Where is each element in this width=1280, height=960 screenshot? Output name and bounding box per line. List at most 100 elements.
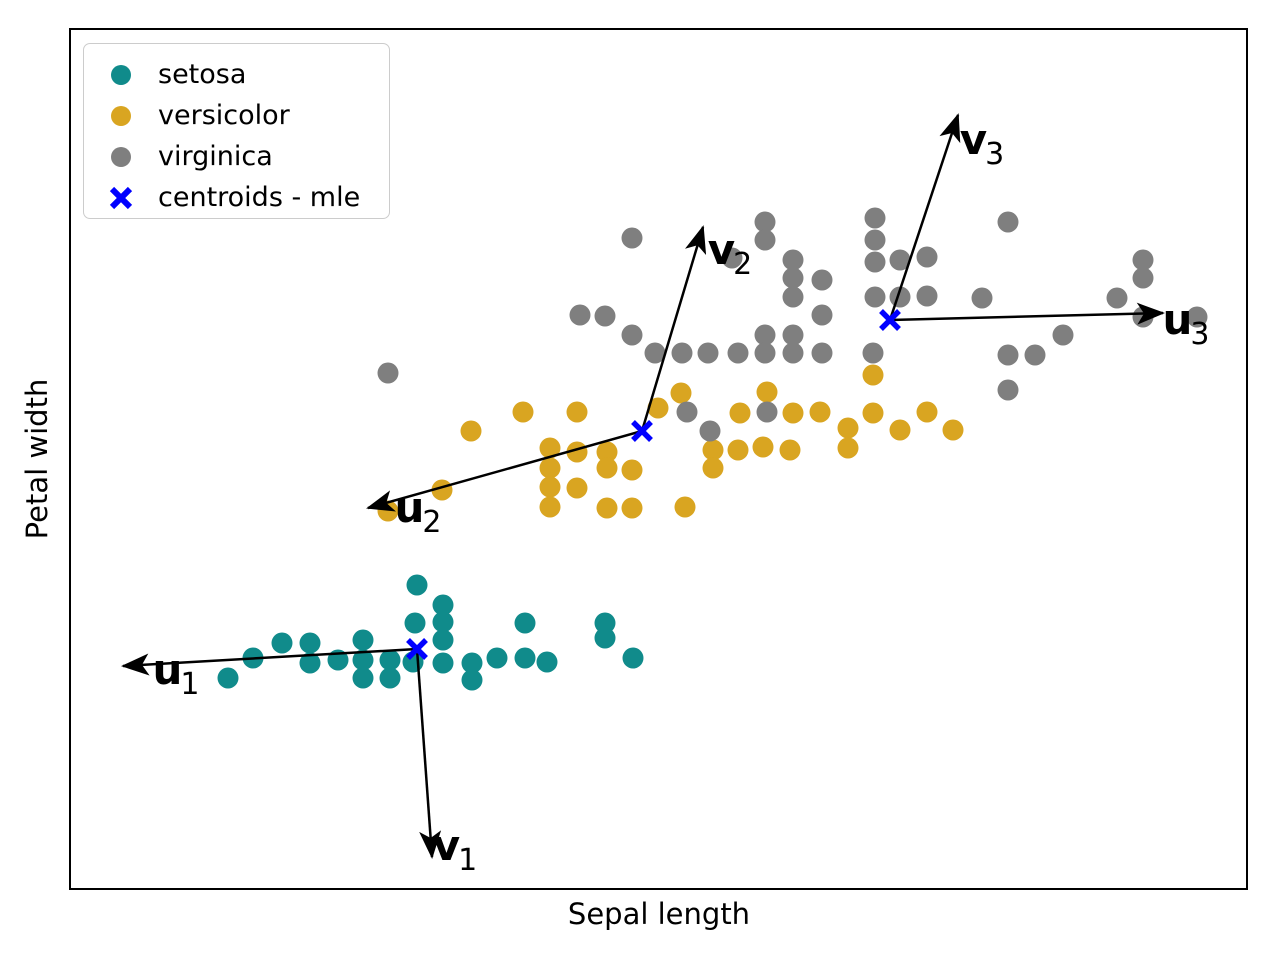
setosa-point xyxy=(594,627,616,649)
versicolor-point xyxy=(670,382,692,404)
setosa-point xyxy=(379,667,401,689)
versicolor-point xyxy=(539,437,561,459)
y-axis-label: Petal width xyxy=(20,378,54,540)
virginica-point xyxy=(727,342,749,364)
virginica-point xyxy=(1132,267,1154,289)
setosa-point xyxy=(461,669,483,691)
legend-x-icon xyxy=(84,183,158,213)
virginica-point xyxy=(782,249,804,271)
versicolor-point xyxy=(621,459,643,481)
virginica-point xyxy=(782,286,804,308)
virginica-point xyxy=(811,269,833,291)
vector-arrow-v2 xyxy=(640,225,707,432)
versicolor-point xyxy=(512,401,534,423)
setosa-point xyxy=(352,667,374,689)
virginica-point xyxy=(997,211,1019,233)
virginica-point xyxy=(754,342,776,364)
setosa-point xyxy=(514,647,536,669)
versicolor-point xyxy=(566,477,588,499)
setosa-point xyxy=(514,612,536,634)
virginica-point xyxy=(997,379,1019,401)
versicolor-point xyxy=(727,439,749,461)
versicolor-point xyxy=(729,402,751,424)
virginica-point xyxy=(676,401,698,423)
virginica-point xyxy=(754,324,776,346)
versicolor-point xyxy=(702,439,724,461)
legend-label: centroids - mle xyxy=(158,182,361,213)
virginica-point xyxy=(862,342,884,364)
virginica-point xyxy=(754,229,776,251)
versicolor-point xyxy=(702,457,724,479)
virginica-point xyxy=(754,211,776,233)
versicolor-point xyxy=(647,397,669,419)
versicolor-point xyxy=(837,417,859,439)
virginica-point xyxy=(1132,306,1154,328)
virginica-point xyxy=(997,344,1019,366)
virginica-point xyxy=(1052,324,1074,346)
virginica-point xyxy=(377,362,399,384)
legend-dot-icon xyxy=(84,60,158,90)
legend-item-centroids-mle: centroids - mle xyxy=(84,177,389,218)
setosa-point xyxy=(404,612,426,634)
setosa-point xyxy=(461,652,483,674)
x-axis-label: Sepal length xyxy=(567,897,751,931)
virginica-point xyxy=(916,246,938,268)
scatter-points-layer xyxy=(217,207,1208,691)
vector-arrow-u1 xyxy=(121,647,418,676)
vector-arrow-u2 xyxy=(366,429,643,512)
versicolor-point xyxy=(942,419,964,441)
virginica-point xyxy=(1186,306,1208,328)
legend-label: versicolor xyxy=(158,100,290,131)
versicolor-point xyxy=(889,419,911,441)
versicolor-point xyxy=(566,401,588,423)
versicolor-point xyxy=(779,439,801,461)
virginica-point xyxy=(621,324,643,346)
virginica-point xyxy=(699,420,721,442)
virginica-point xyxy=(971,287,993,309)
centroid-x-marker xyxy=(406,638,428,660)
versicolor-point xyxy=(539,457,561,479)
setosa-point xyxy=(406,574,428,596)
vectors-layer xyxy=(121,113,1165,859)
virginica-point xyxy=(782,267,804,289)
virginica-point xyxy=(864,251,886,273)
virginica-point xyxy=(756,401,778,423)
setosa-point xyxy=(432,629,454,651)
virginica-point xyxy=(697,342,719,364)
versicolor-point xyxy=(596,441,618,463)
legend: setosa versicolor virginica centroids - mle xyxy=(83,43,390,219)
setosa-point xyxy=(536,651,558,673)
virginica-point xyxy=(671,342,693,364)
setosa-point xyxy=(486,647,508,669)
virginica-point xyxy=(916,285,938,307)
legend-dot-icon xyxy=(84,101,158,131)
virginica-point xyxy=(864,229,886,251)
versicolor-point xyxy=(460,420,482,442)
versicolor-point xyxy=(539,476,561,498)
setosa-point xyxy=(432,652,454,674)
versicolor-point xyxy=(674,496,696,518)
legend-item-setosa: setosa xyxy=(84,54,389,95)
virginica-point xyxy=(811,342,833,364)
setosa-point xyxy=(271,632,293,654)
setosa-point xyxy=(299,632,321,654)
virginica-point xyxy=(782,342,804,364)
versicolor-point xyxy=(809,401,831,423)
setosa-point xyxy=(432,594,454,616)
versicolor-point xyxy=(916,401,938,423)
legend-label: setosa xyxy=(158,59,247,90)
versicolor-point xyxy=(782,402,804,424)
centroid-x-marker xyxy=(879,309,901,331)
legend-dot-icon xyxy=(84,142,158,172)
virginica-point xyxy=(594,305,616,327)
virginica-point xyxy=(621,227,643,249)
versicolor-point xyxy=(756,381,778,403)
versicolor-point xyxy=(621,497,643,519)
versicolor-point xyxy=(837,437,859,459)
versicolor-point xyxy=(752,436,774,458)
vector-arrow-u3 xyxy=(889,302,1165,325)
versicolor-point xyxy=(862,364,884,386)
virginica-point xyxy=(569,304,591,326)
virginica-point xyxy=(864,207,886,229)
